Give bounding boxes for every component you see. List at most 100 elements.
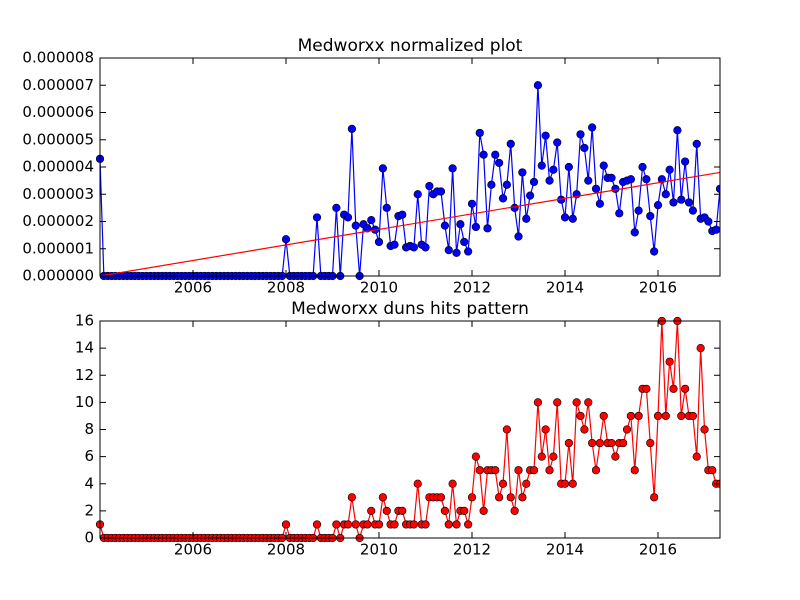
data-point: [479, 150, 488, 159]
data-point: [460, 506, 469, 515]
data-point: [413, 190, 422, 199]
y-tick-label: 16: [75, 312, 94, 330]
data-point: [510, 506, 519, 515]
data-point: [564, 162, 573, 172]
data-point: [588, 123, 597, 132]
data-point: [491, 150, 500, 159]
data-point: [611, 452, 620, 461]
data-point: [541, 131, 550, 140]
data-point: [456, 220, 465, 229]
data-point: [475, 466, 484, 475]
data-point: [669, 384, 678, 393]
chart-title: Medworxx duns hits pattern: [291, 299, 529, 319]
data-point: [533, 81, 543, 90]
data-point: [549, 165, 558, 174]
data-point: [626, 175, 636, 184]
data-point: [560, 213, 570, 222]
data-point: [343, 520, 353, 529]
data-point: [661, 190, 670, 199]
data-point: [347, 493, 356, 502]
data-point: [553, 138, 562, 147]
data-point: [611, 184, 620, 193]
data-point: [471, 222, 480, 232]
data-point: [440, 221, 449, 230]
data-point: [467, 493, 477, 502]
data-point: [498, 479, 508, 488]
y-tick-label: 0.000001: [22, 239, 94, 257]
data-point: [580, 143, 589, 153]
data-point: [495, 493, 504, 502]
y-tick-label: 4: [84, 474, 94, 492]
data-point: [343, 213, 353, 222]
x-tick-label: 2008: [267, 541, 305, 559]
data-point: [440, 506, 449, 515]
data-point: [653, 201, 663, 210]
data-point: [591, 184, 601, 193]
y-tick-label: 10: [75, 393, 94, 411]
data-point: [564, 438, 573, 448]
data-point: [421, 243, 430, 252]
y-tick-label: 6: [84, 447, 94, 465]
x-tick-label: 2010: [360, 541, 398, 559]
data-point: [281, 520, 291, 529]
data-point: [436, 187, 446, 196]
data-point: [576, 411, 585, 421]
data-point: [642, 384, 651, 393]
data-point: [382, 203, 391, 212]
data-point: [467, 199, 477, 208]
data-point: [312, 520, 322, 529]
x-tick-label: 2016: [639, 279, 677, 297]
data-point: [584, 176, 593, 185]
chart-title: Medworxx normalized plot: [298, 36, 523, 56]
data-point: [413, 479, 422, 488]
data-point: [367, 216, 376, 225]
data-point: [409, 520, 418, 529]
y-tick-label: 12: [75, 366, 94, 384]
data-point: [506, 493, 515, 502]
data-point: [688, 411, 697, 421]
data-point: [673, 126, 682, 135]
data-point: [584, 398, 593, 407]
y-tick-label: 0.000000: [22, 267, 94, 285]
data-point: [537, 452, 546, 461]
data-point: [630, 228, 639, 237]
data-point: [448, 164, 457, 173]
data-point: [444, 246, 453, 255]
data-point: [595, 199, 604, 208]
y-tick-label: 0.000004: [22, 158, 94, 176]
data-point: [560, 479, 570, 488]
data-point: [692, 139, 701, 148]
data-point: [650, 493, 659, 502]
data-point: [398, 210, 407, 219]
data-point: [545, 176, 554, 185]
data-point: [363, 520, 372, 529]
data-point: [681, 384, 690, 393]
data-point: [483, 224, 492, 233]
x-tick-label: 2008: [267, 279, 305, 297]
data-point: [460, 237, 469, 247]
data-point: [665, 165, 674, 174]
data-point: [638, 162, 647, 172]
y-tick-label: 14: [75, 339, 94, 357]
data-point: [367, 506, 376, 515]
data-point: [572, 398, 581, 407]
data-point: [549, 452, 558, 461]
data-point: [529, 177, 539, 187]
data-point: [452, 520, 461, 529]
y-tick-label: 0.000008: [22, 49, 94, 67]
data-point: [529, 466, 539, 475]
data-point: [378, 164, 387, 173]
data-point: [591, 466, 601, 475]
data-point: [332, 520, 341, 529]
data-point: [661, 411, 670, 421]
y-tick-label: 2: [84, 501, 94, 519]
data-point: [281, 235, 291, 244]
y-tick-label: 0.000005: [22, 130, 94, 148]
data-point: [452, 248, 461, 257]
data-point: [599, 161, 608, 170]
data-point: [669, 198, 678, 207]
data-point: [363, 224, 372, 233]
data-point: [522, 479, 531, 488]
data-point: [642, 175, 651, 184]
